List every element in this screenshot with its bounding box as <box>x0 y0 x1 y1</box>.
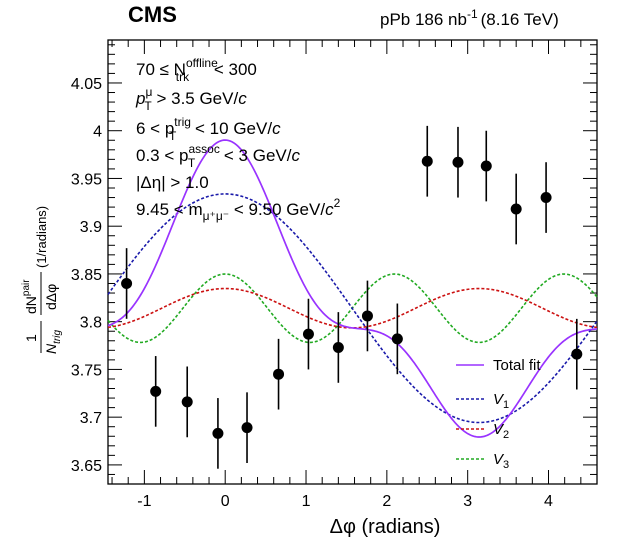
data-point <box>361 310 373 322</box>
annotation-pttrig: 6 < ptrig T < 10 GeV/c <box>136 115 281 143</box>
y-tick-label: 4 <box>93 124 102 141</box>
ylabel-dn: dNpair <box>21 279 39 314</box>
ylabel-ddphi: dΔφ <box>43 284 59 310</box>
annotation-ptmu: pμ T > 3.5 GeV/c <box>135 85 247 113</box>
annotation-mass: 9.45 < mμ⁺μ⁻ < 9.50 GeV/c2 <box>136 196 341 223</box>
x-tick-label: 0 <box>221 493 230 510</box>
annotation-ntrk: 70 ≤ Noffline trk < 300 <box>136 56 257 84</box>
legend: Total fit V1 V2 V3 <box>456 357 541 471</box>
data-point <box>273 368 285 380</box>
total-fit-curve <box>107 139 598 438</box>
data-point <box>302 328 314 340</box>
data-point <box>212 427 224 439</box>
v2-curve <box>107 287 598 329</box>
legend-v3-label: V3 <box>493 451 509 471</box>
x-tick-label: 4 <box>544 493 553 510</box>
data-point <box>510 203 522 215</box>
data-points <box>121 125 583 469</box>
data-point <box>332 341 344 353</box>
legend-v1-label: V1 <box>493 391 509 411</box>
y-tick-label: 3.7 <box>80 410 102 427</box>
annotation-ptassoc: 0.3 < passoc T < 3 GeV/c <box>136 142 300 170</box>
data-point <box>452 156 464 168</box>
luminosity-label: pPb 186 nb-1 (8.16 TeV) <box>380 7 559 29</box>
data-point <box>540 192 552 204</box>
y-tick-label: 3.95 <box>71 171 102 188</box>
y-tick-label: 3.75 <box>71 362 102 379</box>
data-point <box>571 348 583 360</box>
v1-curve <box>107 193 598 424</box>
data-point <box>241 422 253 434</box>
data-point <box>150 385 162 397</box>
legend-total-fit-label: Total fit <box>493 357 541 374</box>
legend-v2-label: V2 <box>493 421 509 441</box>
data-point <box>391 333 403 345</box>
selection-annotations: 70 ≤ Noffline trk < 300 pμ T > 3.5 GeV/c 6… <box>135 56 341 223</box>
ylabel-one: 1 <box>23 334 39 342</box>
y-tick-label: 4.05 <box>71 76 102 93</box>
ylabel-ntrig: Ntrig <box>43 330 63 354</box>
y-axis-label: 1 Ntrig dNpair dΔφ (1/radians) <box>21 206 63 354</box>
annotation-deta: |Δη| > 1.0 <box>136 173 209 192</box>
y-tick-label: 3.85 <box>71 267 102 284</box>
experiment-label: CMS <box>128 2 177 27</box>
x-axis-label: Δφ (radians) <box>330 516 441 538</box>
data-point <box>181 396 193 408</box>
y-tick-label: 3.9 <box>80 219 102 236</box>
plot-frame <box>107 39 598 485</box>
y-tick-label: 3.8 <box>80 315 102 332</box>
y-tick-label: 3.65 <box>71 458 102 475</box>
x-tick-label: 3 <box>463 493 472 510</box>
axis-ticks: -1 0 1 2 3 4 3.65 3.7 3.75 3.8 3.85 3.9 3.95 4 4.05 <box>71 40 597 510</box>
data-point <box>121 277 133 289</box>
x-tick-label: 2 <box>382 493 391 510</box>
ylabel-units: (1/radians) <box>34 206 49 268</box>
x-tick-label: -1 <box>137 493 151 510</box>
data-point <box>421 155 433 167</box>
fit-curves <box>107 139 598 438</box>
data-point <box>480 160 492 172</box>
x-tick-label: 1 <box>302 493 311 510</box>
